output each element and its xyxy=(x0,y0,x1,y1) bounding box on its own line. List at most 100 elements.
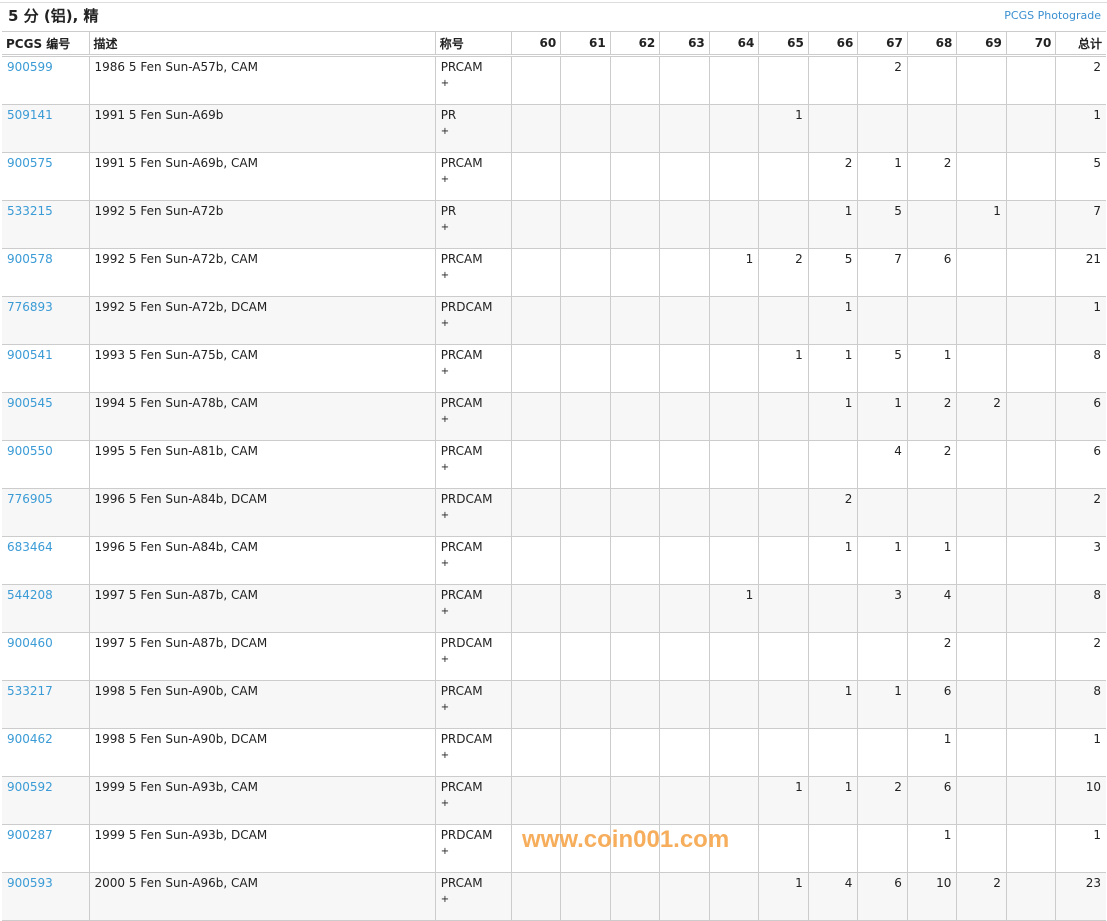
header-grade-70[interactable]: 70 xyxy=(1005,31,1056,57)
grade-64-count xyxy=(708,632,759,681)
grade-68-count: 2 xyxy=(906,632,957,681)
pcgs-number-link[interactable]: 683464 xyxy=(7,540,53,554)
pcgs-number-link[interactable]: 900460 xyxy=(7,636,53,650)
grade-60-count xyxy=(510,55,561,105)
grade-64-count xyxy=(708,536,759,585)
total-count: 1 xyxy=(1055,104,1106,153)
grade-67-count xyxy=(857,824,908,873)
pcgs-number-link[interactable]: 900578 xyxy=(7,252,53,266)
grade-65-count: 1 xyxy=(758,104,809,153)
grade-69-count xyxy=(956,248,1007,297)
header-grade-66[interactable]: 66 xyxy=(807,31,858,57)
table-row: 509141 1991 5 Fen Sun-A69b PR +1 1 xyxy=(2,104,1106,153)
plus-designation: + xyxy=(440,798,450,809)
grade-70-count xyxy=(1005,200,1056,249)
grade-69-count: 1 xyxy=(956,200,1007,249)
description-cell: 1986 5 Fen Sun-A57b, CAM xyxy=(88,55,436,105)
grade-63-count xyxy=(659,440,710,489)
grade-62-count xyxy=(609,152,660,201)
designation-cell: PRCAM + xyxy=(434,680,512,729)
grade-63-count xyxy=(659,584,710,633)
grade-60-count xyxy=(510,152,561,201)
header-grade-62[interactable]: 62 xyxy=(609,31,660,57)
header-grade-64[interactable]: 64 xyxy=(708,31,759,57)
pcgs-number-link[interactable]: 900550 xyxy=(7,444,53,458)
header-grade-65[interactable]: 65 xyxy=(758,31,809,57)
grade-64-count xyxy=(708,872,759,921)
pcgs-number-link[interactable]: 533215 xyxy=(7,204,53,218)
pcgs-number-cell: 900460 xyxy=(2,632,90,681)
header-grade-68[interactable]: 68 xyxy=(906,31,957,57)
pcgs-number-link[interactable]: 900462 xyxy=(7,732,53,746)
pcgs-number-link[interactable]: 776893 xyxy=(7,300,53,314)
pcgs-number-link[interactable]: 900593 xyxy=(7,876,53,890)
table-row: 900462 1998 5 Fen Sun-A90b, DCAM PRDCAM +1 1 xyxy=(2,728,1106,777)
plus-designation: + xyxy=(440,222,450,233)
designation-cell: PRDCAM + xyxy=(434,296,512,345)
total-count: 8 xyxy=(1055,584,1106,633)
grade-62-count xyxy=(609,55,660,105)
header-grade-69[interactable]: 69 xyxy=(956,31,1007,57)
pcgs-number-link[interactable]: 900545 xyxy=(7,396,53,410)
grade-69-count: 2 xyxy=(956,872,1007,921)
grade-61-count xyxy=(560,584,611,633)
grade-60-count xyxy=(510,536,561,585)
grade-69-count xyxy=(956,55,1007,105)
header-grade-61[interactable]: 61 xyxy=(560,31,611,57)
plus-designation: + xyxy=(440,846,450,857)
pcgs-photograde-link[interactable]: PCGS Photograde xyxy=(1004,9,1101,22)
designation-cell: PRDCAM + xyxy=(434,488,512,537)
grade-66-count: 1 xyxy=(807,680,858,729)
grade-66-count xyxy=(807,728,858,777)
grade-70-count xyxy=(1005,248,1056,297)
pcgs-number-link[interactable]: 509141 xyxy=(7,108,53,122)
pcgs-number-link[interactable]: 900287 xyxy=(7,828,53,842)
pcgs-number-link[interactable]: 544208 xyxy=(7,588,53,602)
header-grade-60[interactable]: 60 xyxy=(510,31,561,57)
header-grade-63[interactable]: 63 xyxy=(659,31,710,57)
description-cell: 2000 5 Fen Sun-A96b, CAM xyxy=(88,872,436,921)
population-table: PCGS 编号 描述 称号 60 61 62 63 64 65 66 67 68 69 70 总计 9… xyxy=(2,31,1106,921)
designation-cell: PRCAM + xyxy=(434,55,512,105)
grade-70-count xyxy=(1005,584,1056,633)
header-designation[interactable]: 称号 xyxy=(434,31,512,57)
grade-60-count xyxy=(510,296,561,345)
header-description[interactable]: 描述 xyxy=(88,31,436,57)
pcgs-number-link[interactable]: 533217 xyxy=(7,684,53,698)
grade-67-count: 1 xyxy=(857,680,908,729)
grade-67-count: 2 xyxy=(857,776,908,825)
grade-69-count xyxy=(956,536,1007,585)
total-count: 7 xyxy=(1055,200,1106,249)
description-cell: 1995 5 Fen Sun-A81b, CAM xyxy=(88,440,436,489)
plus-designation: + xyxy=(440,462,450,473)
grade-68-count: 1 xyxy=(906,728,957,777)
grade-63-count xyxy=(659,536,710,585)
grade-69-count: 2 xyxy=(956,392,1007,441)
pcgs-number-link[interactable]: 900541 xyxy=(7,348,53,362)
top-divider xyxy=(0,2,1107,3)
grade-69-count xyxy=(956,776,1007,825)
pcgs-number-link[interactable]: 900575 xyxy=(7,156,53,170)
grade-65-count xyxy=(758,824,809,873)
grade-64-count xyxy=(708,440,759,489)
grade-63-count xyxy=(659,104,710,153)
description-cell: 1991 5 Fen Sun-A69b xyxy=(88,104,436,153)
pcgs-number-link[interactable]: 776905 xyxy=(7,492,53,506)
grade-63-count xyxy=(659,392,710,441)
designation-cell: PRCAM + xyxy=(434,152,512,201)
total-count: 5 xyxy=(1055,152,1106,201)
pcgs-number-cell: 900287 xyxy=(2,824,90,873)
header-pcgs-number[interactable]: PCGS 编号 xyxy=(2,31,90,57)
header-grade-67[interactable]: 67 xyxy=(857,31,908,57)
pcgs-number-link[interactable]: 900599 xyxy=(7,60,53,74)
grade-70-count xyxy=(1005,55,1056,105)
pcgs-number-link[interactable]: 900592 xyxy=(7,780,53,794)
grade-64-count: 1 xyxy=(708,248,759,297)
grade-61-count xyxy=(560,632,611,681)
grade-67-count: 5 xyxy=(857,200,908,249)
header-total[interactable]: 总计 xyxy=(1055,31,1106,57)
grade-62-count xyxy=(609,440,660,489)
pcgs-number-cell: 776905 xyxy=(2,488,90,537)
pcgs-number-cell: 900592 xyxy=(2,776,90,825)
grade-60-count xyxy=(510,248,561,297)
